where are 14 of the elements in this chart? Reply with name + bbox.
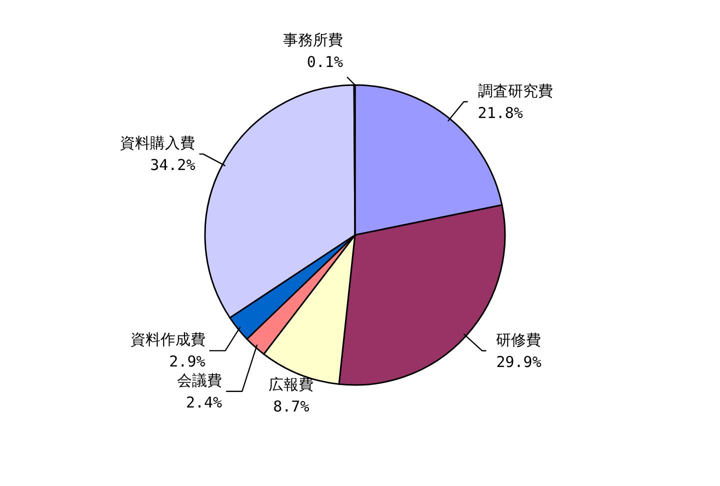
slice-label: 広報費	[268, 375, 314, 394]
data-label: 2.9%	[169, 352, 206, 371]
data-label: 29.9%	[496, 352, 542, 371]
slice-label: 資料購入費	[120, 134, 196, 152]
data-label: 8.7%	[273, 397, 310, 416]
slice-label: 資料作成費	[130, 330, 206, 349]
slice-label: 会議費	[177, 371, 222, 390]
data-label: 0.1%	[306, 53, 343, 71]
data-label: 21.8%	[478, 104, 523, 122]
data-label: 2.4%	[186, 393, 222, 412]
slice-label: 事務所費	[283, 31, 343, 49]
slice-label: 調査研究費	[478, 82, 553, 100]
slice-label: 研修費	[496, 330, 542, 349]
data-label: 34.2%	[150, 156, 196, 174]
